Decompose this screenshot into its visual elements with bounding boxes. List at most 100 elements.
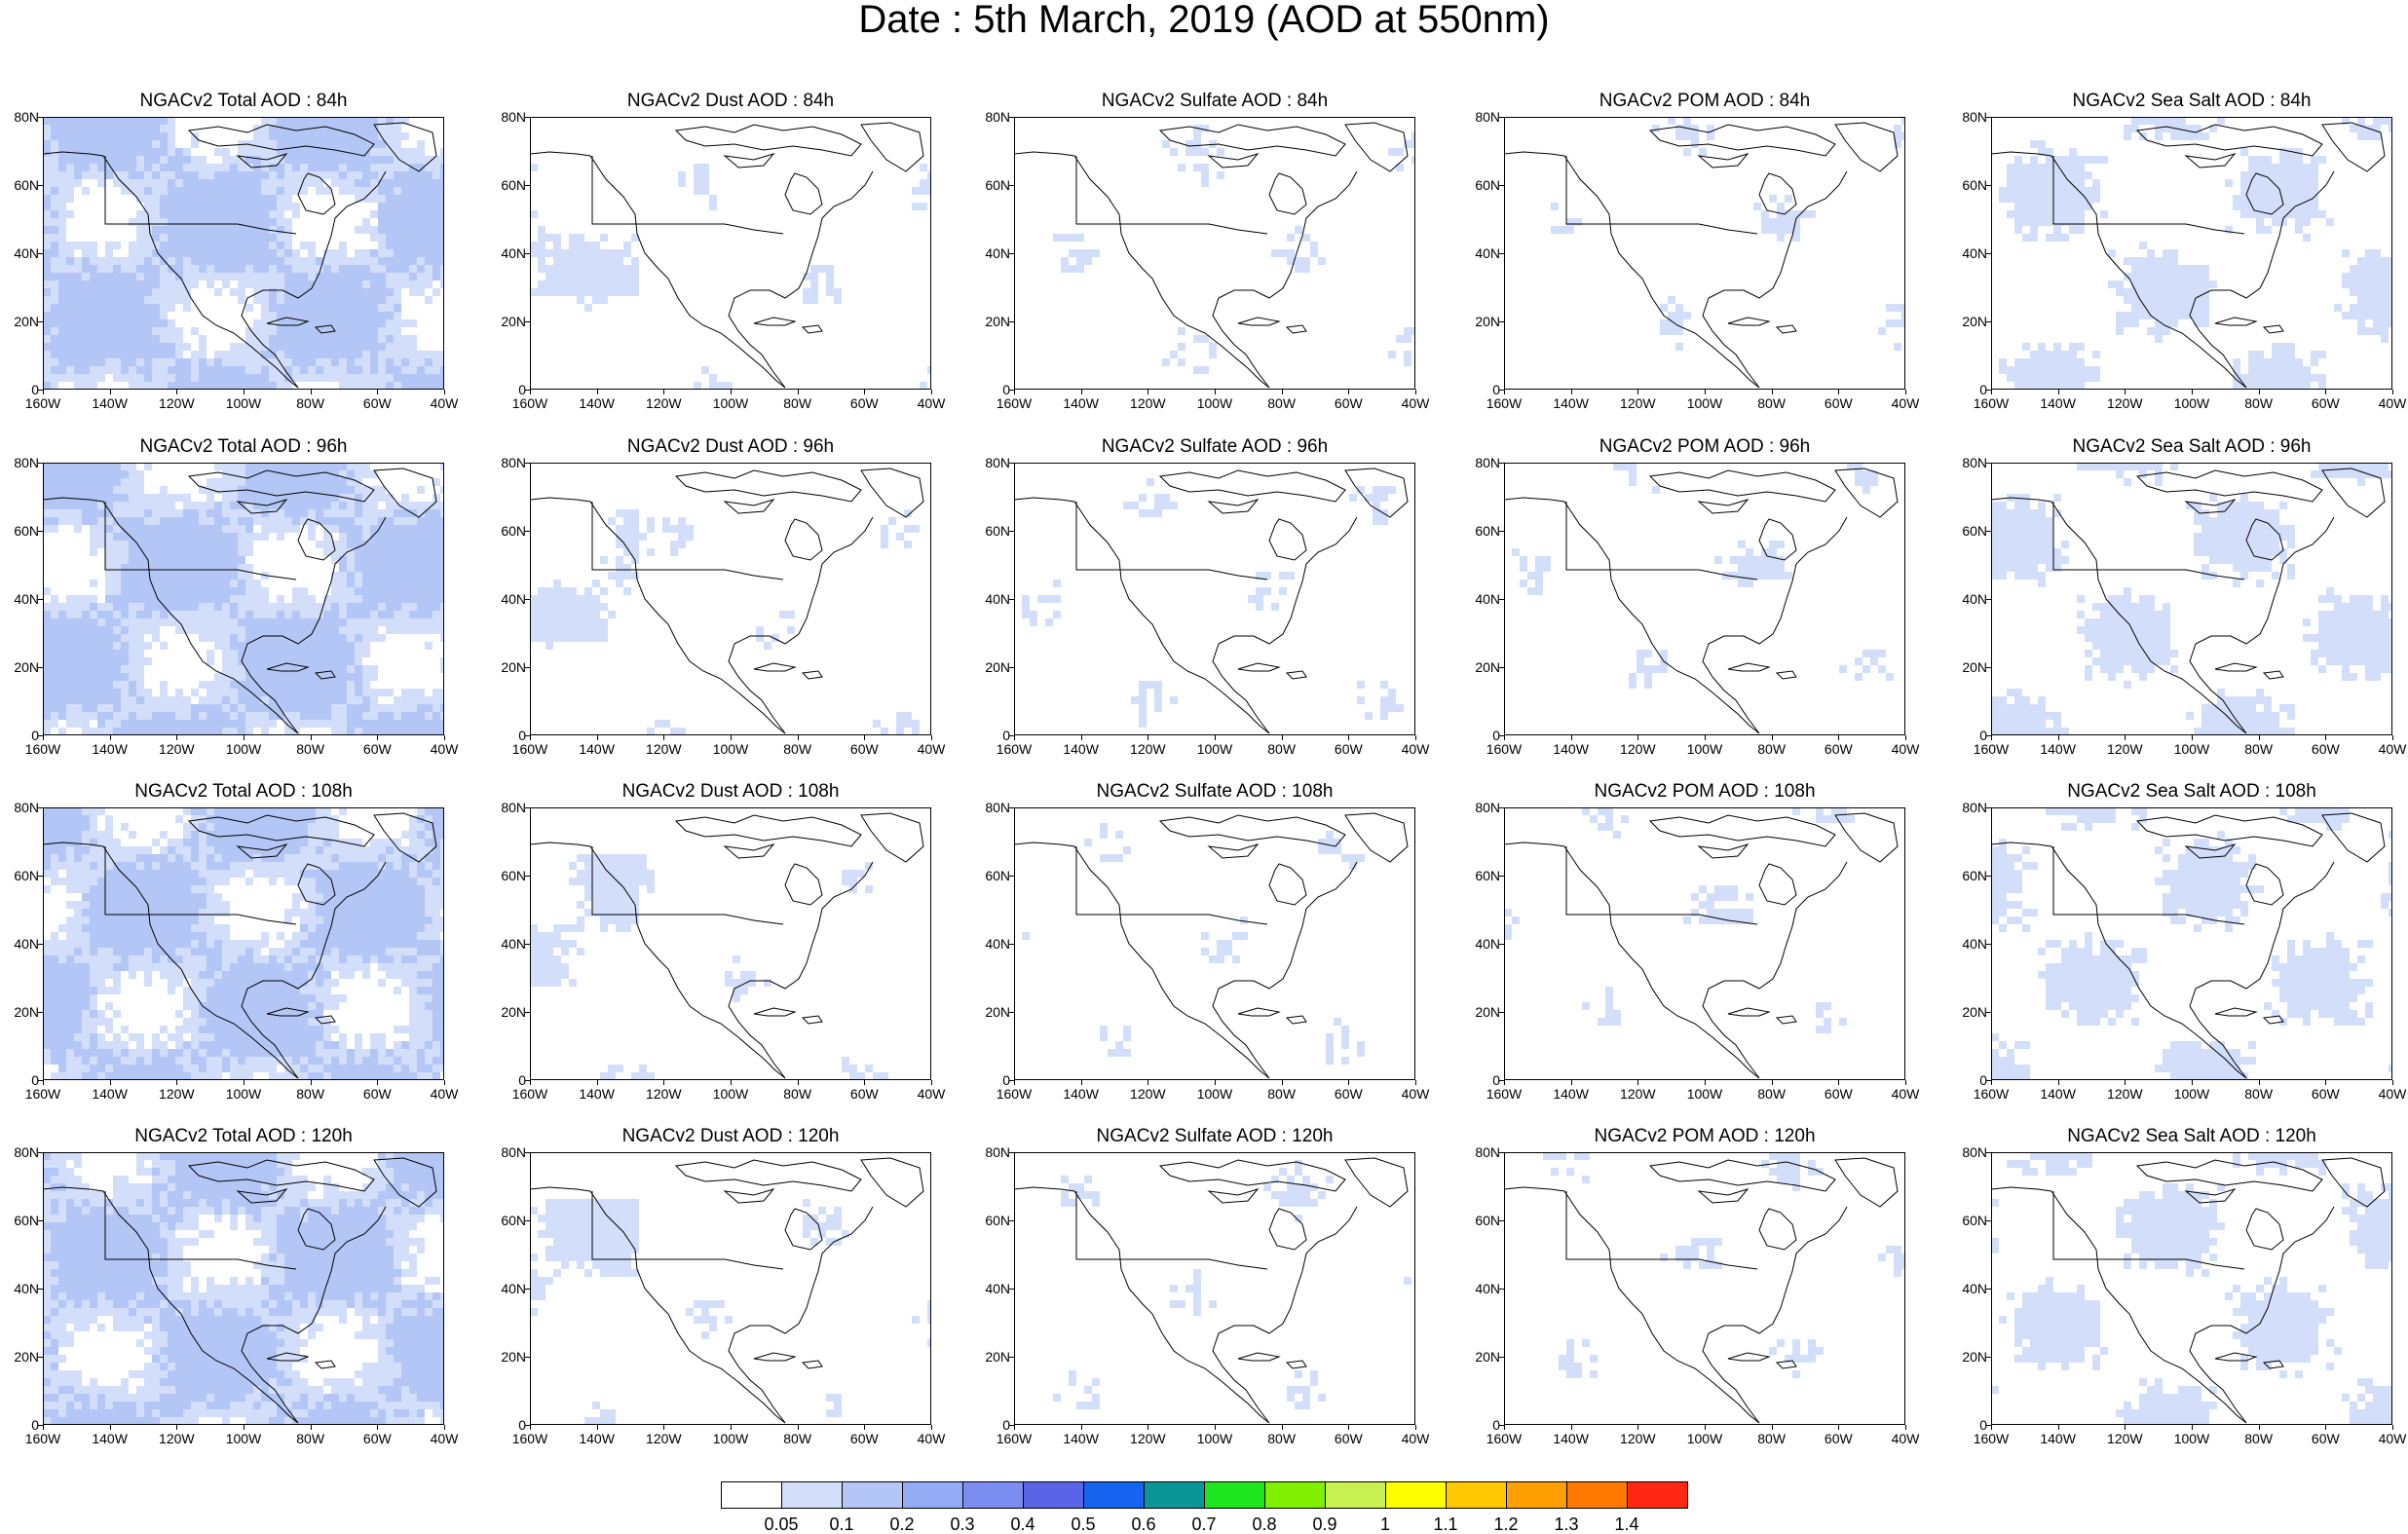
y-tick-mark [1986,117,1991,118]
aod-cell [245,634,253,642]
aod-cell [2007,374,2014,382]
aod-cell [121,657,129,665]
aod-cell [2116,312,2124,319]
aod-cell [284,218,292,226]
aod-cell [2373,665,2381,673]
aod-cell [113,304,121,312]
aod-cell [168,494,175,502]
aod-cell [277,650,284,657]
aod-cell [2108,463,2116,470]
aod-cell [1154,494,1162,502]
aod-cell [670,728,678,735]
aod-cell [129,517,136,525]
aod-cell [222,728,230,735]
aod-cell [222,712,230,720]
aod-cell [2170,132,2178,140]
aod-cell [2295,164,2303,171]
aod-cell [58,673,66,681]
aod-cell [253,132,261,140]
coastline-path [1727,662,1771,672]
aod-cell [370,343,378,351]
x-tick-mark [731,390,732,394]
aod-cell [2170,312,2178,319]
aod-cell [97,374,105,382]
aod-cell [51,382,58,390]
aod-cell [269,125,277,132]
aod-cell [2365,626,2373,634]
aod-cell [230,502,238,509]
aod-cell [136,343,144,351]
aod-cell [2272,203,2279,210]
aod-cell [401,210,409,218]
aod-cell [1707,125,1714,132]
aod-cell [355,650,362,657]
aod-cell [144,226,152,234]
aod-cell [136,657,144,665]
aod-cell [2077,179,2085,187]
coastline-path [1834,468,1899,518]
aod-cell [238,296,245,304]
aod-cell [2053,351,2061,358]
aod-cell [584,634,592,642]
aod-cell [1886,304,1894,312]
aod-cell [2038,218,2046,226]
aod-cell [105,358,113,366]
aod-cell [355,595,362,603]
aod-cell [168,525,175,533]
aod-cell [2342,673,2350,681]
panel-title: NGACv2 Sulfate AOD : 84h [1101,91,1329,111]
aod-cell [873,720,881,728]
aod-cell [2124,603,2131,611]
aod-cell [230,548,238,556]
aod-cell [2225,525,2233,533]
aod-cell [331,335,339,343]
aod-cell [2279,548,2287,556]
aod-cell [2077,187,2085,195]
aod-cell [183,720,191,728]
aod-cell [1543,564,1551,572]
aod-cell [631,281,639,288]
aod-cell [386,541,394,548]
aod-cell [2124,288,2131,296]
aod-cell [230,509,238,517]
aod-cell [355,156,362,164]
aod-cell [277,366,284,374]
aod-cell [277,195,284,203]
aod-cell [2007,210,2014,218]
aod-cell [347,327,355,335]
aod-cell [144,117,152,125]
aod-cell [230,626,238,634]
aod-cell [2318,156,2326,164]
aod-cell [2038,195,2046,203]
aod-cell [2326,634,2334,642]
aod-cell [245,156,253,164]
aod-cell [2014,548,2022,556]
aod-cell [2240,564,2248,572]
aod-cell [2272,171,2279,179]
aod-cell [323,509,331,517]
aod-cell [2326,626,2334,634]
aod-cell [355,366,362,374]
aod-cell [386,327,394,335]
aod-cell [2163,249,2170,257]
aod-cell [1527,572,1535,580]
aod-cell [331,657,339,665]
aod-cell [616,281,623,288]
aod-cell [2046,187,2053,195]
aod-cell [2225,517,2233,525]
aod-cell [1287,572,1295,580]
aod-cell [175,611,183,618]
aod-cell [199,603,207,611]
aod-cell [1668,327,1675,335]
aod-cell [121,351,129,358]
aod-cell [2389,257,2392,265]
aod-cell [2272,164,2279,171]
coastline [43,468,437,734]
aod-cell [347,273,355,281]
aod-cell [2194,541,2201,548]
aod-cell [183,257,191,265]
aod-cell [121,327,129,335]
aod-cell [2264,358,2272,366]
aod-cell [417,618,425,626]
aod-cell [277,179,284,187]
